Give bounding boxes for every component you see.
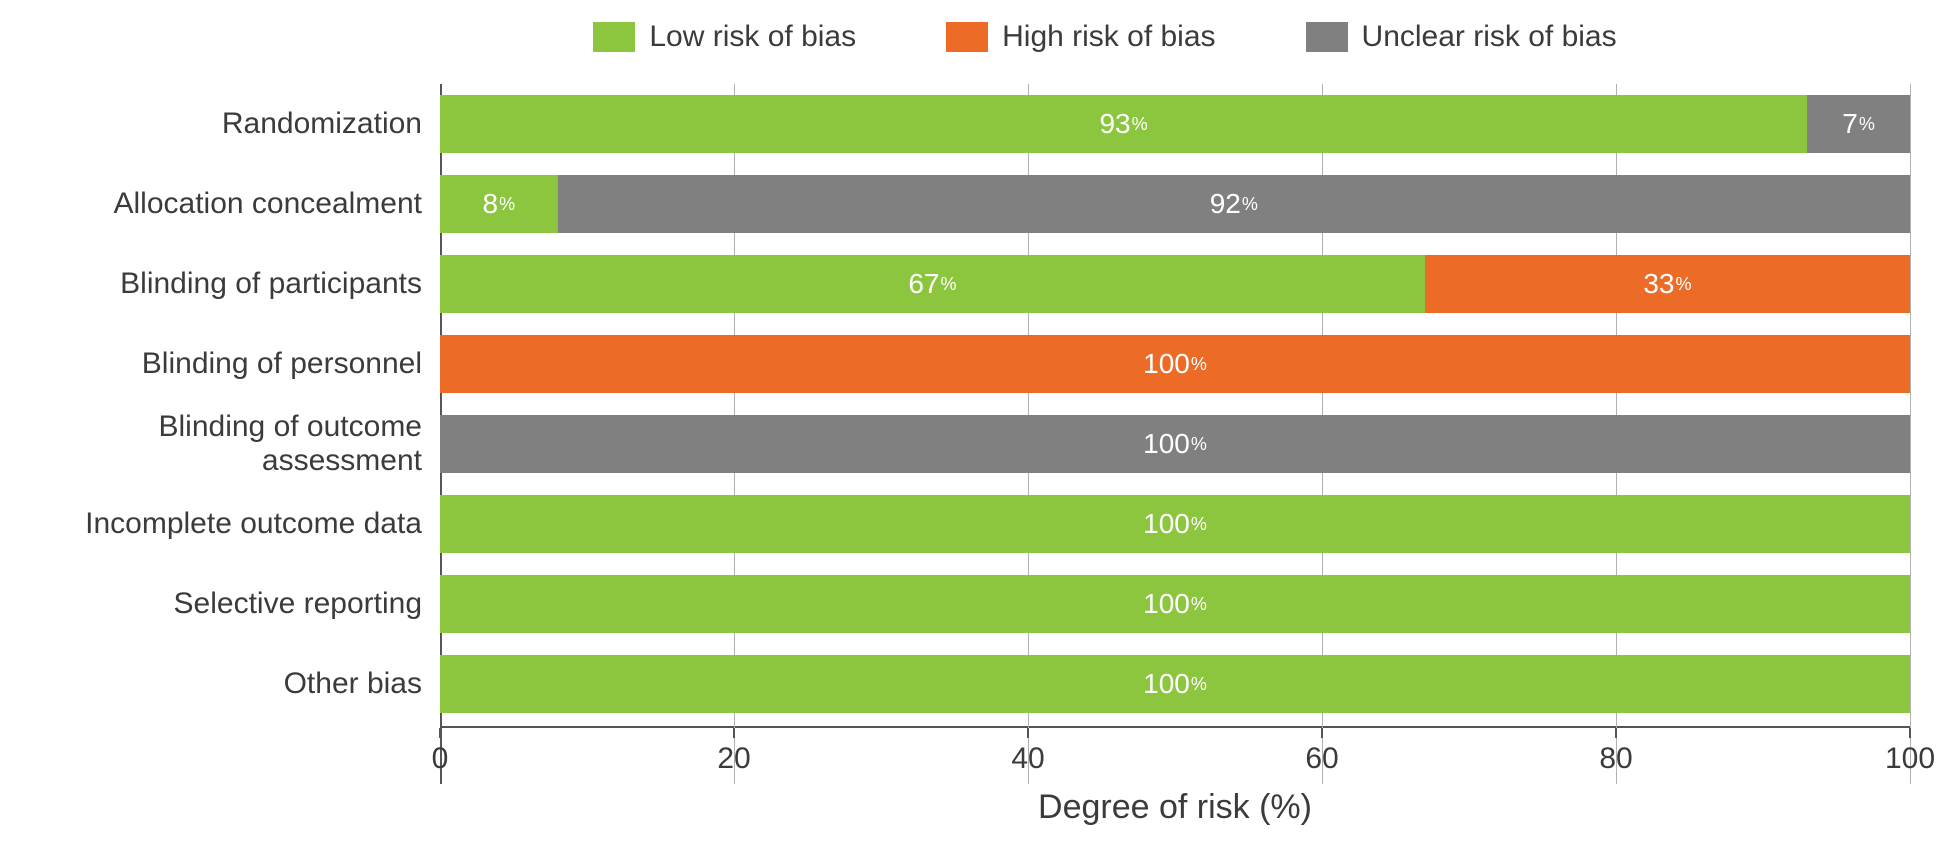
segment-value: 100 xyxy=(1143,508,1190,540)
legend-item: Low risk of bias xyxy=(593,20,856,54)
legend-item: High risk of bias xyxy=(946,20,1215,54)
percent-suffix: % xyxy=(1191,434,1207,455)
legend-swatch xyxy=(946,22,988,52)
percent-suffix: % xyxy=(1191,354,1207,375)
bar-row: 100% xyxy=(440,404,1910,484)
bar-row: 100% xyxy=(440,644,1910,724)
x-tick-mark xyxy=(733,728,735,738)
x-tick-label: 100 xyxy=(1885,742,1935,776)
stacked-bar: 100% xyxy=(440,415,1910,473)
category-label: Blinding of participants xyxy=(40,244,440,324)
y-axis-labels: RandomizationAllocation concealmentBlind… xyxy=(40,84,440,784)
legend-swatch xyxy=(593,22,635,52)
bar-segment: 7% xyxy=(1807,95,1910,153)
stacked-bar: 100% xyxy=(440,655,1910,713)
bar-segment: 67% xyxy=(440,255,1425,313)
bar-row: 67%33% xyxy=(440,244,1910,324)
category-label: Selective reporting xyxy=(40,564,440,644)
percent-suffix: % xyxy=(941,274,957,295)
bar-segment: 100% xyxy=(440,335,1910,393)
stacked-bar: 8%92% xyxy=(440,175,1910,233)
percent-suffix: % xyxy=(1242,194,1258,215)
segment-value: 100 xyxy=(1143,668,1190,700)
percent-suffix: % xyxy=(1191,594,1207,615)
bar-row: 8%92% xyxy=(440,164,1910,244)
legend-swatch xyxy=(1306,22,1348,52)
plot-area: RandomizationAllocation concealmentBlind… xyxy=(40,84,1910,784)
x-tick-mark xyxy=(1321,728,1323,738)
category-label: Allocation concealment xyxy=(40,164,440,244)
x-axis-label: Degree of risk (%) xyxy=(40,788,1910,827)
segment-value: 100 xyxy=(1143,588,1190,620)
segment-value: 93 xyxy=(1099,108,1130,140)
x-tick-label: 40 xyxy=(1011,742,1044,776)
x-tick-label: 20 xyxy=(717,742,750,776)
bar-row: 100% xyxy=(440,564,1910,644)
x-tick-mark xyxy=(1027,728,1029,738)
x-tick-label: 80 xyxy=(1599,742,1632,776)
x-tick-mark xyxy=(439,728,441,738)
percent-suffix: % xyxy=(1676,274,1692,295)
category-label: Blinding of personnel xyxy=(40,324,440,404)
bar-segment: 100% xyxy=(440,575,1910,633)
bars: 93%7%8%92%67%33%100%100%100%100%100% xyxy=(440,84,1910,724)
bar-segment: 100% xyxy=(440,495,1910,553)
segment-value: 100 xyxy=(1143,428,1190,460)
x-axis-ticks: 020406080100 xyxy=(440,734,1910,784)
segment-value: 92 xyxy=(1210,188,1241,220)
segment-value: 67 xyxy=(908,268,939,300)
x-tick-mark xyxy=(1615,728,1617,738)
category-label: Incomplete outcome data xyxy=(40,484,440,564)
legend-item: Unclear risk of bias xyxy=(1306,20,1617,54)
category-label: Other bias xyxy=(40,644,440,724)
risk-of-bias-chart: Low risk of bias High risk of bias Unclear… xyxy=(40,20,1910,827)
percent-suffix: % xyxy=(1859,114,1875,135)
gridline xyxy=(1910,84,1911,784)
stacked-bar: 100% xyxy=(440,495,1910,553)
x-tick-label: 0 xyxy=(432,742,449,776)
x-tick-mark xyxy=(1909,728,1911,738)
legend: Low risk of bias High risk of bias Unclear… xyxy=(40,20,1910,54)
x-axis-line xyxy=(440,726,1910,728)
bar-segment: 100% xyxy=(440,415,1910,473)
stacked-bar: 67%33% xyxy=(440,255,1910,313)
bar-segment: 8% xyxy=(440,175,558,233)
percent-suffix: % xyxy=(1191,514,1207,535)
bar-row: 93%7% xyxy=(440,84,1910,164)
category-label: Randomization xyxy=(40,84,440,164)
segment-value: 7 xyxy=(1842,108,1858,140)
stacked-bar: 93%7% xyxy=(440,95,1910,153)
category-label: Blinding of outcome assessment xyxy=(40,404,440,484)
bar-segment: 100% xyxy=(440,655,1910,713)
bar-row: 100% xyxy=(440,324,1910,404)
bar-row: 100% xyxy=(440,484,1910,564)
segment-value: 8 xyxy=(483,188,499,220)
legend-label: Low risk of bias xyxy=(649,20,856,54)
x-tick-label: 60 xyxy=(1305,742,1338,776)
legend-label: Unclear risk of bias xyxy=(1362,20,1617,54)
segment-value: 100 xyxy=(1143,348,1190,380)
stacked-bar: 100% xyxy=(440,575,1910,633)
percent-suffix: % xyxy=(499,194,515,215)
bars-area: 93%7%8%92%67%33%100%100%100%100%100% 020… xyxy=(440,84,1910,784)
percent-suffix: % xyxy=(1191,674,1207,695)
legend-label: High risk of bias xyxy=(1002,20,1215,54)
stacked-bar: 100% xyxy=(440,335,1910,393)
bar-segment: 92% xyxy=(558,175,1910,233)
bar-segment: 93% xyxy=(440,95,1807,153)
segment-value: 33 xyxy=(1643,268,1674,300)
percent-suffix: % xyxy=(1132,114,1148,135)
bar-segment: 33% xyxy=(1425,255,1910,313)
